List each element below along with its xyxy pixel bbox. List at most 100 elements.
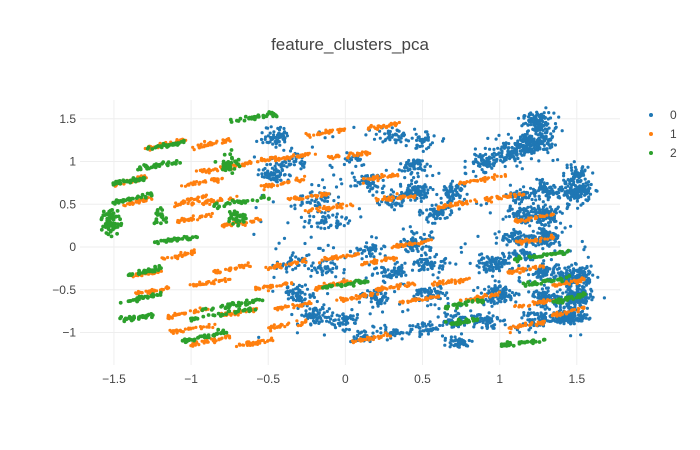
data-point xyxy=(389,256,393,260)
data-point xyxy=(480,256,485,260)
data-point xyxy=(254,206,258,210)
data-point xyxy=(563,190,567,194)
data-point xyxy=(165,287,169,291)
data-point xyxy=(540,222,544,227)
data-point xyxy=(271,142,275,146)
data-point xyxy=(531,187,536,191)
data-point xyxy=(548,217,553,222)
data-point xyxy=(475,264,479,268)
data-point xyxy=(381,174,385,179)
data-point xyxy=(429,303,433,307)
data-point xyxy=(535,112,540,116)
data-point xyxy=(472,161,476,166)
data-point xyxy=(509,155,513,159)
data-point xyxy=(370,235,374,239)
data-point xyxy=(457,345,461,349)
data-point xyxy=(517,213,521,217)
data-point xyxy=(529,219,534,223)
data-point xyxy=(306,151,310,156)
data-point xyxy=(586,165,590,169)
data-point xyxy=(436,205,440,209)
data-point xyxy=(359,247,363,251)
data-point xyxy=(212,269,216,273)
data-point xyxy=(553,296,557,300)
data-point xyxy=(323,315,327,319)
data-point xyxy=(518,160,522,164)
data-point xyxy=(334,275,338,279)
data-point xyxy=(422,190,426,194)
data-point xyxy=(533,122,538,126)
data-point xyxy=(526,150,530,154)
data-point xyxy=(350,171,354,175)
data-point xyxy=(541,128,545,132)
data-point xyxy=(495,236,499,240)
data-point xyxy=(128,202,132,206)
data-point xyxy=(277,169,281,173)
data-point xyxy=(576,300,580,304)
data-point xyxy=(374,297,378,302)
data-point xyxy=(562,274,566,278)
data-point xyxy=(533,194,537,198)
data-point xyxy=(427,214,431,218)
data-point xyxy=(401,244,405,248)
data-point xyxy=(302,314,306,318)
data-point xyxy=(176,255,180,259)
data-point xyxy=(496,256,500,260)
data-point xyxy=(411,242,415,246)
data-point xyxy=(363,249,367,253)
data-point xyxy=(339,205,343,209)
data-point xyxy=(442,137,446,141)
data-point xyxy=(341,312,345,316)
data-point xyxy=(590,289,594,293)
data-point xyxy=(527,234,531,238)
data-point xyxy=(529,111,533,115)
data-point xyxy=(541,200,545,204)
data-point xyxy=(372,137,377,141)
data-point xyxy=(307,253,311,257)
data-point xyxy=(380,271,384,275)
data-point xyxy=(322,303,326,307)
data-point xyxy=(330,314,334,318)
data-point xyxy=(565,206,569,211)
data-point xyxy=(338,127,343,132)
data-point xyxy=(279,157,283,161)
data-point xyxy=(424,130,428,134)
data-point xyxy=(290,146,294,150)
data-point xyxy=(335,220,339,224)
data-point xyxy=(428,164,432,168)
data-point xyxy=(415,196,419,200)
data-point xyxy=(506,132,510,136)
data-point xyxy=(556,234,560,238)
data-point xyxy=(537,226,542,230)
data-point xyxy=(579,333,583,337)
data-point xyxy=(536,133,540,137)
data-point xyxy=(317,133,321,137)
data-point xyxy=(589,264,593,268)
data-point xyxy=(416,171,420,175)
data-point xyxy=(378,252,382,256)
data-point xyxy=(372,244,376,249)
data-point xyxy=(416,249,420,253)
data-point xyxy=(190,251,194,255)
data-point xyxy=(375,258,379,263)
data-point xyxy=(569,224,573,228)
data-point xyxy=(393,122,397,126)
data-point xyxy=(564,186,568,190)
data-point xyxy=(554,211,558,215)
data-point xyxy=(478,162,482,166)
data-point xyxy=(479,203,483,207)
data-point xyxy=(544,106,548,110)
data-point xyxy=(290,312,294,317)
data-point xyxy=(567,203,571,207)
data-point xyxy=(420,141,424,145)
data-point xyxy=(418,334,422,339)
data-point xyxy=(189,181,193,185)
data-point xyxy=(487,289,491,293)
data-point xyxy=(295,176,299,180)
data-point xyxy=(441,279,445,283)
data-point xyxy=(301,197,305,201)
data-point xyxy=(270,166,274,170)
data-point xyxy=(540,177,545,182)
data-point xyxy=(218,271,222,275)
data-point xyxy=(448,188,452,192)
